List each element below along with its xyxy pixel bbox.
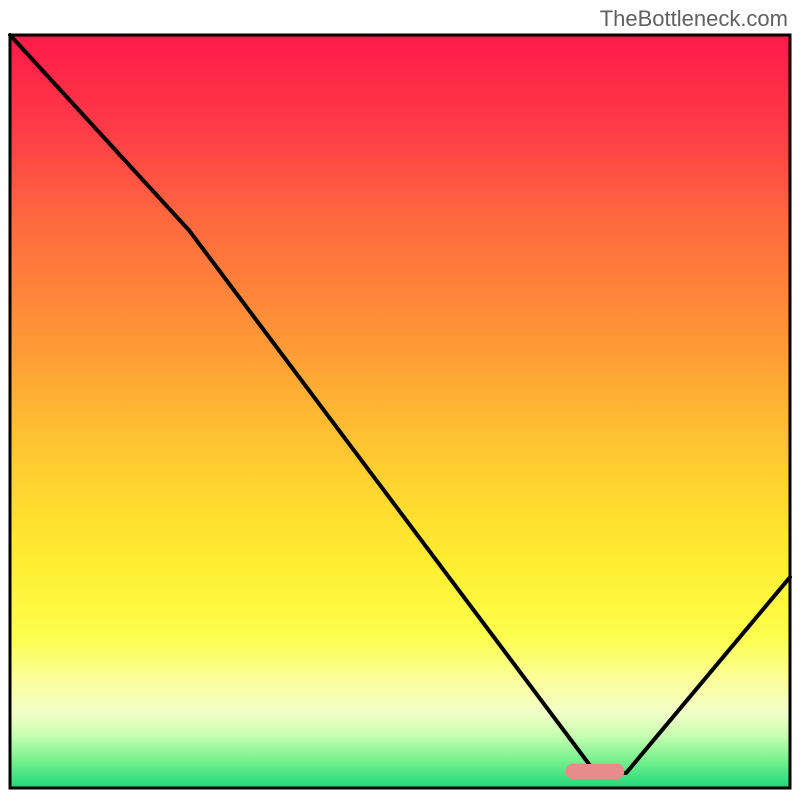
optimal-marker — [566, 764, 625, 779]
bottleneck-chart — [0, 0, 800, 800]
gradient-background — [10, 35, 790, 788]
chart-container: TheBottleneck.com — [0, 0, 800, 800]
watermark-text: TheBottleneck.com — [600, 6, 788, 32]
